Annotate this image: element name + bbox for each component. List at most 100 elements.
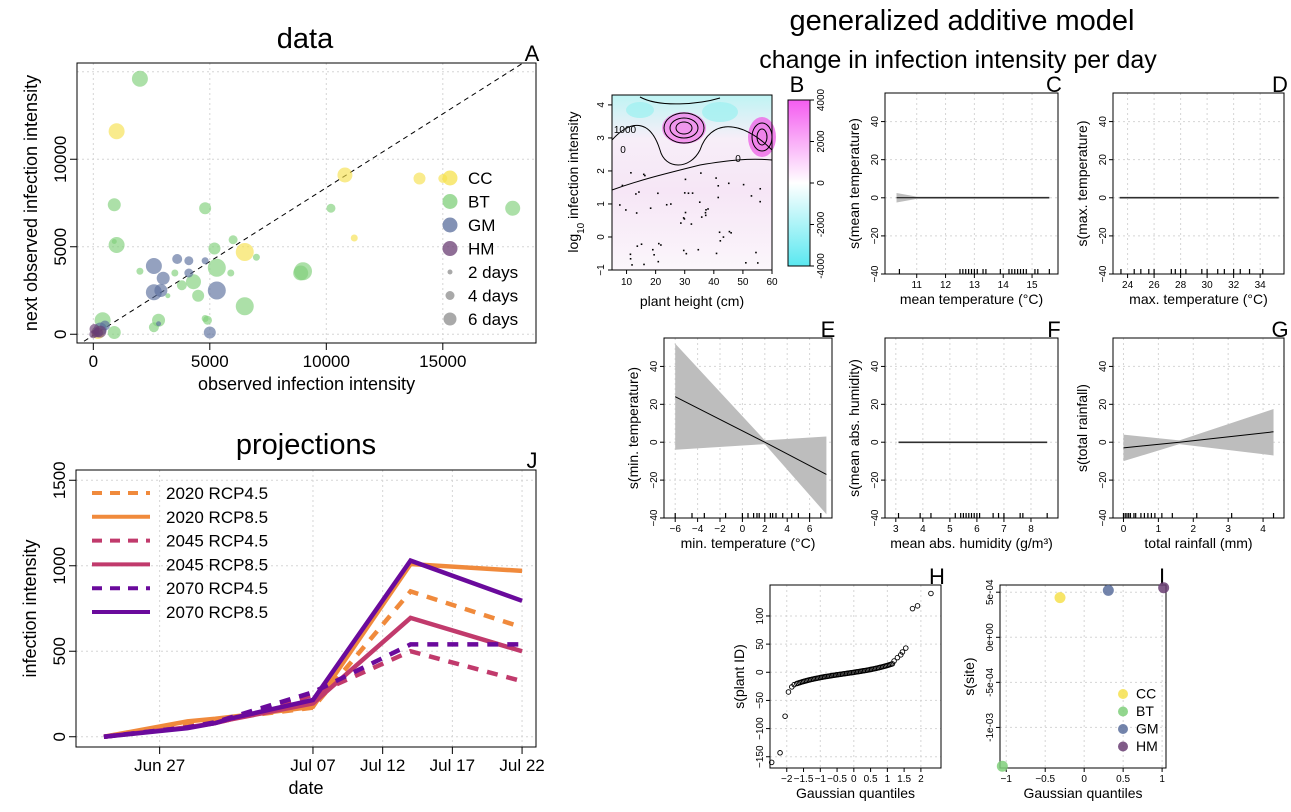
x-tick-label: 0.5 [864,774,878,785]
obs-dot [619,204,621,206]
x-tick-label: 26 [1149,280,1161,291]
y-tick-label: 0 [755,669,766,675]
grid [76,470,536,747]
legend-label: 2070 RCP4.5 [166,579,268,598]
series-HM [89,324,107,339]
legend-label: 2020 RCP4.5 [166,484,268,503]
x-tick-label: −2 [714,524,726,535]
obs-dot [722,236,725,238]
point-GM [184,268,194,278]
plot-frame [1112,337,1285,519]
panel-letter-H: H [929,564,945,589]
rug [898,269,1050,274]
x-tick-label: 0 [1121,524,1127,535]
panel-A: 0 5000 10000 15000 0 5000 10000 observed infect… [21,41,540,394]
x-tick-label: −6 [669,524,681,535]
plot-frame [611,94,773,271]
y-tick-label: −50 [755,692,766,709]
y-tick-label: 4 [596,102,607,108]
x-tick-label: −1 [815,774,827,785]
point-GM [201,257,209,265]
qq-points [768,590,934,766]
contours [611,96,773,191]
point-CC [235,243,254,261]
qq-point [889,661,896,667]
obs-dot [750,195,753,197]
y-tick-label: 5000 [51,228,70,266]
qq-point [777,750,783,756]
y-tick-label: −20 [870,471,881,488]
obs-dot [727,182,730,185]
qq-point [903,645,909,651]
panel-letter-D: D [1272,72,1288,97]
y-tick-label: 40 [870,360,881,372]
obs-dot [730,232,732,234]
y-tick-label: 3 [596,135,607,141]
site-point-BT [996,760,1008,772]
obs-dot [643,263,645,266]
x-axis-label: observed infection intensity [198,374,415,394]
y-axis-label: s(mean temperature) [846,118,862,249]
x-tick-label: 6 [807,524,813,535]
legend-label: 6 days [468,310,518,329]
x-tick-label: −1 [1001,774,1013,785]
series-GM [92,254,226,339]
point-BT [235,297,254,316]
contour-label: 1000 [614,125,637,136]
x-tick-label: 1 [885,774,891,785]
plot-frame [1112,92,1285,275]
x-tick-label: 7 [1001,524,1007,535]
x-axis-label: min. temperature (°C) [681,535,816,551]
panel-C: 11 12 13 14 15 −40 −20 0 20 40 mean temperature (°… [846,72,1062,307]
y-tick-label: -1e-03 [985,713,996,742]
heatmap-spot [626,102,654,118]
point-BT [171,269,179,277]
point-GM [203,326,216,339]
x-tick-label: 50 [737,277,749,288]
y-axis-label: next observed infection intensity [21,75,41,331]
point-BT [107,198,121,212]
contour-ring [669,117,699,139]
obs-dot [715,252,718,255]
obs-dot [625,209,627,211]
x-tick-label: 24 [1122,280,1134,291]
obs-dot [636,245,639,247]
y-tick-label: 100 [755,607,766,624]
obs-dot [687,192,690,195]
y-tick-label: 10000 [51,136,70,183]
x-tick-label: 10 [621,277,633,288]
rug [1120,269,1264,274]
obs-dot [640,243,643,246]
obs-dot [629,257,632,260]
x-tick-label: 3 [1225,524,1231,535]
x-tick-label: −0.5 [1035,774,1055,785]
obs-dot [629,253,632,256]
obs-dot [707,208,709,210]
y-tick-label: 2 [596,168,607,174]
qq-point [782,713,788,719]
y-tick-label: 0 [870,195,881,201]
x-tick-label: 5 [947,524,953,535]
y-tick-label: 0e+00 [985,623,996,652]
x-tick-label: 15 [1026,280,1038,291]
obs-dot [704,211,707,214]
y-tick-label: 5e-04 [985,579,996,605]
x-tick-label: Jul 17 [430,756,475,775]
x-axis-label: Gaussian quantiles [796,785,915,801]
y-axis-label: s(max. temperature) [1074,120,1090,246]
x-tick-label: 30 [679,277,691,288]
y-tick-label: 20 [1098,398,1109,410]
legend-symbol [442,241,458,256]
obs-dot [649,207,652,209]
obs-dot [759,200,761,203]
obs-dot [742,183,745,186]
confidence-band [675,343,827,515]
fit-line [1123,431,1274,449]
y-tick-label: 0 [649,439,660,445]
legend-A: CC BT GM HM 2 days 4 days 6 days [442,169,518,329]
legend-label: GM [468,216,495,235]
x-tick-label: 2 [918,774,924,785]
contour-label: 0 [620,145,626,156]
y-tick-label: −40 [1098,265,1109,282]
grid [885,338,1058,519]
